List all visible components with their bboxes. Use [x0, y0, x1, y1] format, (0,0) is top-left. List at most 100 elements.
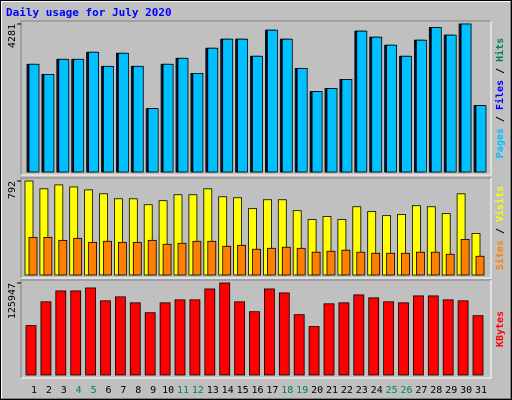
bar — [263, 288, 275, 376]
bar — [281, 38, 293, 173]
bar — [296, 247, 306, 276]
bar — [472, 315, 484, 376]
x-tick-label: 31 — [475, 385, 487, 396]
bar — [177, 57, 189, 173]
bar — [73, 237, 83, 276]
bar — [311, 91, 323, 173]
legend-separator: / — [495, 110, 506, 128]
y-tick-label: 4281 — [7, 24, 18, 48]
x-tick-label: 10 — [162, 385, 174, 396]
bevel — [20, 279, 491, 378]
x-tick-label: 12 — [192, 385, 204, 396]
bar — [430, 27, 442, 173]
bar — [103, 65, 114, 173]
bar — [40, 301, 52, 376]
chart-title: Daily usage for July 2020 — [6, 6, 172, 19]
bar — [457, 300, 469, 376]
bar — [192, 73, 204, 173]
x-tick-label: 11 — [177, 385, 189, 396]
bar — [460, 23, 472, 173]
bar — [207, 240, 217, 276]
bar — [70, 290, 82, 376]
bar — [177, 242, 187, 276]
bar — [252, 55, 263, 173]
x-tick-label: 6 — [105, 385, 111, 396]
legend-entry: Files — [494, 80, 506, 110]
bar — [58, 239, 68, 276]
legend-separator: / — [495, 62, 506, 80]
bar — [132, 241, 142, 276]
x-tick-label: 1 — [31, 385, 37, 396]
bar — [28, 63, 40, 173]
bar — [222, 245, 232, 276]
bar — [162, 63, 174, 173]
bar — [475, 255, 485, 276]
x-tick-label: 30 — [460, 385, 472, 396]
bar — [100, 300, 111, 376]
bar — [475, 105, 487, 173]
bevel — [20, 20, 491, 175]
bar — [118, 241, 127, 276]
bevel — [20, 177, 491, 278]
bar — [427, 295, 439, 376]
bar — [159, 302, 171, 376]
x-tick-label: 29 — [445, 385, 457, 396]
bar — [341, 249, 351, 276]
bar — [28, 236, 38, 276]
bar — [386, 252, 396, 276]
bar — [356, 251, 366, 276]
bar — [73, 58, 85, 173]
x-tick-label: 16 — [251, 385, 263, 396]
legend-entry: Hits — [494, 38, 506, 62]
bar — [326, 88, 338, 173]
bar — [445, 34, 457, 173]
x-tick-label: 9 — [150, 385, 156, 396]
x-tick-label: 14 — [222, 385, 234, 396]
bar — [237, 38, 249, 173]
legend: KBytes — [495, 311, 506, 347]
bar — [281, 246, 291, 276]
x-tick-label: 28 — [430, 385, 442, 396]
x-tick-label: 20 — [311, 385, 323, 396]
bar — [88, 241, 97, 276]
bar — [118, 52, 129, 173]
legend: Sites / Visits — [494, 186, 506, 270]
bar — [144, 312, 156, 376]
x-tick-label: 13 — [207, 385, 219, 396]
x-tick-label: 27 — [415, 385, 427, 396]
bar — [401, 55, 412, 173]
legend-entry: Sites — [494, 240, 506, 270]
bar — [252, 248, 261, 276]
y-tick-label: 125947 — [7, 283, 18, 319]
bar — [222, 38, 234, 173]
bar — [430, 251, 440, 276]
bar — [412, 295, 424, 376]
x-tick-label: 2 — [46, 385, 52, 396]
bevel — [21, 280, 492, 379]
legend-separator: / — [495, 222, 506, 240]
bar — [43, 74, 55, 173]
y-tick-label: 792 — [7, 181, 18, 199]
bar — [55, 290, 67, 376]
bar — [237, 244, 247, 276]
bar — [132, 65, 144, 173]
bevel — [21, 21, 492, 176]
bar — [115, 296, 126, 376]
bar — [398, 302, 409, 376]
legend-entry: Visits — [494, 186, 506, 222]
bar — [249, 311, 260, 376]
x-tick-label: 15 — [237, 385, 249, 396]
x-tick-label: 25 — [386, 385, 398, 396]
bar — [147, 108, 159, 173]
bar — [415, 251, 425, 276]
x-tick-label: 24 — [371, 385, 383, 396]
legend-entry: KBytes — [495, 311, 506, 347]
x-tick-label: 23 — [356, 385, 368, 396]
bevel — [21, 178, 492, 279]
bar — [323, 303, 335, 376]
bar — [162, 243, 172, 276]
bar — [338, 302, 350, 376]
bar — [383, 301, 395, 376]
